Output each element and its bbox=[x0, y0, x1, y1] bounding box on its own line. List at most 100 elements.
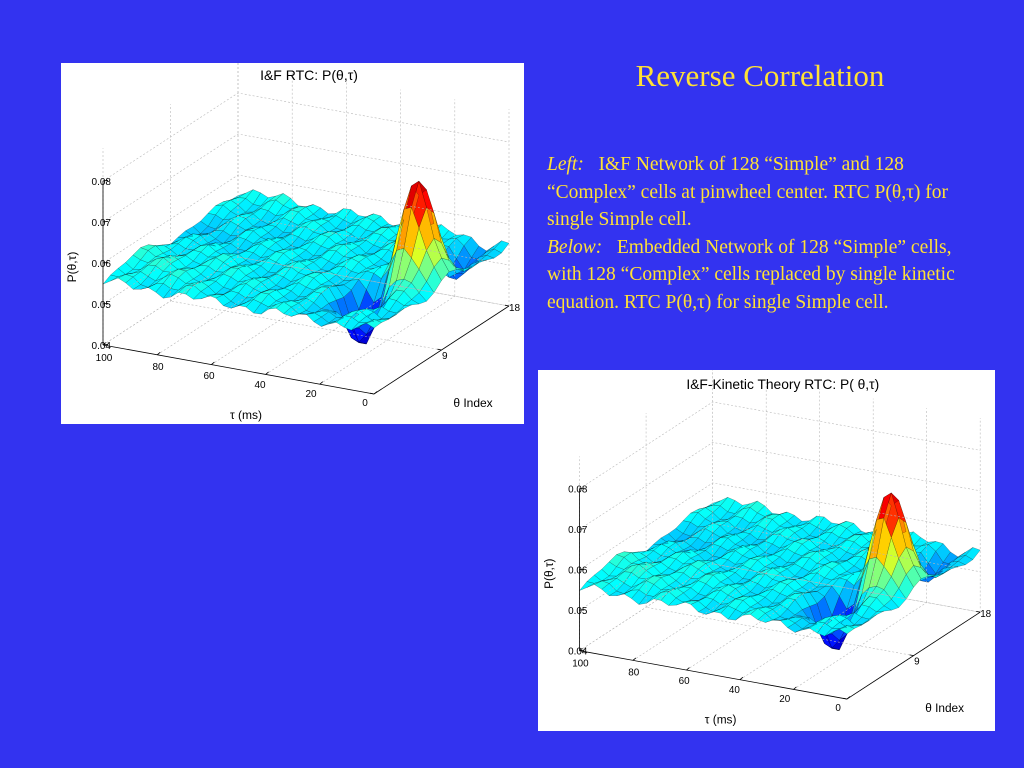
grid-line bbox=[793, 602, 927, 690]
z-tick-label: 0.06 bbox=[92, 259, 112, 270]
z-tick bbox=[579, 528, 585, 530]
left-surface-plot: I&F RTC: P(θ,τ) 0.08 0.07 0.06 0.05 0.04… bbox=[61, 63, 524, 424]
z-tick bbox=[102, 220, 109, 223]
tau-tick bbox=[793, 686, 797, 690]
tau-tick-label: 80 bbox=[628, 667, 639, 678]
grid-line bbox=[579, 442, 981, 530]
theta-tick-label: 9 bbox=[914, 657, 920, 668]
tau-tick bbox=[686, 667, 690, 671]
left-plot-svg: I&F RTC: P(θ,τ) 0.08 0.07 0.06 0.05 0.04… bbox=[65, 63, 521, 422]
right-surface-plot: I&F-Kinetic Theory RTC: P( θ,τ) 0.08 0.0… bbox=[538, 370, 995, 731]
tau-axis-line bbox=[102, 344, 375, 395]
grid-line bbox=[237, 256, 510, 307]
y-axis-label: θ Index bbox=[453, 396, 492, 410]
tau-tick-label: 100 bbox=[96, 353, 113, 364]
z-tick-label: 0.07 bbox=[92, 218, 112, 229]
below-label: Below: bbox=[547, 236, 603, 258]
below-description: Below: Embedded Network of 128 “Simple” … bbox=[547, 234, 987, 317]
z-tick bbox=[579, 609, 585, 611]
grid-line bbox=[319, 295, 455, 385]
grid-line bbox=[102, 215, 510, 305]
grid-line bbox=[712, 563, 981, 613]
theta-tick bbox=[504, 304, 510, 307]
tau-tick bbox=[739, 676, 744, 681]
tau-tick-label: 0 bbox=[362, 398, 368, 409]
z-tick-label: 0.05 bbox=[568, 606, 588, 617]
tau-tick-label: 80 bbox=[152, 362, 164, 373]
tau-tick bbox=[632, 657, 637, 661]
tau-tick bbox=[265, 371, 269, 375]
tau-tick-label: 20 bbox=[779, 694, 790, 705]
below-text: Embedded Network of 128 “Simple” cells, … bbox=[547, 236, 955, 313]
grid-line bbox=[102, 92, 510, 182]
grid-line bbox=[170, 300, 442, 351]
surface-cell bbox=[779, 618, 796, 628]
x-axis-label: τ (ms) bbox=[230, 408, 262, 422]
z-tick-label: 0.04 bbox=[92, 341, 112, 352]
z-tick-label: 0.06 bbox=[568, 566, 588, 577]
z-tick-label: 0.08 bbox=[92, 177, 112, 188]
slide-body-text: Left: I&F Network of 128 “Simple” and 12… bbox=[547, 151, 987, 316]
theta-tick bbox=[909, 654, 914, 657]
z-tick bbox=[102, 343, 109, 346]
z-tick-label: 0.08 bbox=[568, 485, 588, 496]
grid-line bbox=[265, 286, 401, 375]
grid-line bbox=[579, 482, 981, 570]
z-tick-label: 0.05 bbox=[92, 300, 112, 311]
tau-tick bbox=[373, 391, 378, 395]
tau-tick-label: 60 bbox=[203, 371, 215, 382]
theta-tick bbox=[437, 348, 442, 351]
right-plot-svg: I&F-Kinetic Theory RTC: P( θ,τ) 0.08 0.0… bbox=[542, 370, 992, 727]
left-axes bbox=[102, 63, 510, 395]
theta-tick-label: 18 bbox=[509, 303, 521, 314]
tau-tick bbox=[579, 647, 583, 651]
slide-title: Reverse Correlation bbox=[635, 58, 885, 93]
tau-axis-line bbox=[579, 650, 848, 700]
tau-tick bbox=[846, 696, 851, 700]
right-axes bbox=[579, 370, 981, 700]
tau-tick-label: 40 bbox=[729, 685, 740, 696]
plot-title: I&F-Kinetic Theory RTC: P( θ,τ) bbox=[686, 376, 879, 392]
theta-tick-label: 9 bbox=[442, 351, 448, 362]
tau-tick-label: 0 bbox=[835, 703, 841, 714]
tau-tick bbox=[319, 381, 324, 385]
z-tick-label: 0.07 bbox=[568, 525, 587, 536]
theta-tick bbox=[976, 611, 981, 613]
surface-cell bbox=[102, 274, 119, 285]
left-surface-mesh bbox=[102, 180, 510, 345]
z-tick bbox=[579, 568, 585, 571]
grid-line bbox=[102, 174, 510, 264]
y-axis-label: θ Index bbox=[925, 701, 964, 715]
grid-line bbox=[102, 256, 239, 346]
grid-line bbox=[646, 606, 914, 656]
left-label: Left: bbox=[547, 154, 584, 175]
tau-tick bbox=[156, 351, 161, 356]
x-axis-label: τ (ms) bbox=[705, 713, 737, 727]
tau-tick bbox=[211, 361, 215, 365]
z-tick bbox=[102, 302, 109, 305]
grid-line bbox=[579, 401, 981, 490]
z-tick bbox=[579, 487, 585, 490]
surface-cell bbox=[579, 581, 595, 591]
theta-tick bbox=[369, 392, 375, 395]
tau-tick bbox=[102, 342, 107, 346]
tau-tick-label: 20 bbox=[305, 389, 317, 400]
z-tick bbox=[102, 179, 109, 182]
grid-line bbox=[579, 563, 713, 651]
grid-line bbox=[579, 523, 981, 611]
z-tick bbox=[579, 649, 585, 652]
z-axis-label: P(θ,τ) bbox=[542, 558, 556, 588]
theta-tick bbox=[842, 697, 848, 700]
plot-title: I&F RTC: P(θ,τ) bbox=[260, 67, 358, 83]
theta-tick-label: 18 bbox=[980, 609, 991, 620]
grid-line bbox=[102, 133, 510, 223]
left-description: Left: I&F Network of 128 “Simple” and 12… bbox=[547, 151, 987, 234]
z-axis-label: P(θ,τ) bbox=[65, 252, 79, 283]
tau-tick-label: 40 bbox=[254, 380, 266, 391]
left-text: I&F Network of 128 “Simple” and 128 “Com… bbox=[547, 154, 949, 230]
grid-line bbox=[739, 592, 874, 680]
z-tick-label: 0.04 bbox=[568, 647, 588, 658]
tau-tick-label: 60 bbox=[679, 676, 690, 687]
tau-tick-label: 100 bbox=[572, 658, 589, 669]
z-tick bbox=[102, 261, 109, 264]
